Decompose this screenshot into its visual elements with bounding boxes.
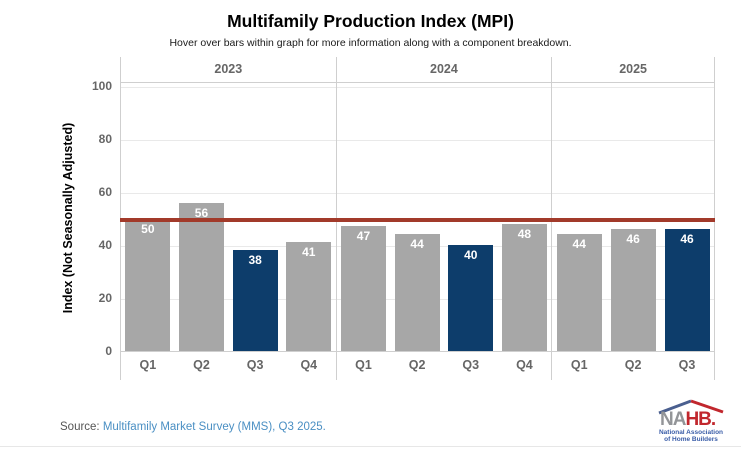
source-link[interactable]: Multifamily Market Survey (MMS), Q3 2025…: [102, 421, 326, 433]
bottom-divider: [0, 446, 741, 447]
bar-cell: 38: [228, 83, 282, 351]
year-group-2025: 2025 44 46 46 Q1 Q2 Q3: [552, 57, 714, 380]
bar-2024-Q3[interactable]: 40: [448, 245, 494, 351]
bar-2024-Q2[interactable]: 44: [394, 234, 440, 351]
bar-2023-Q1[interactable]: 50: [125, 218, 171, 351]
y-tick-40: 40: [98, 238, 112, 252]
x-tick-2023-Q2: Q2: [193, 358, 210, 372]
y-tick-0: 0: [105, 344, 112, 358]
bar-2023-Q2[interactable]: 56: [178, 202, 224, 351]
bar-cell: 48: [498, 83, 552, 351]
x-tick-2025-Q2: Q2: [624, 358, 642, 372]
bar-value-label: 48: [517, 226, 532, 241]
nahb-logo[interactable]: NAHB. National Association of Home Build…: [651, 396, 731, 443]
x-tick-2024-Q2: Q2: [408, 358, 426, 372]
bars-area-2025: 44 46 46: [552, 83, 714, 352]
y-tick-80: 80: [98, 132, 112, 147]
gridline-80: [121, 140, 714, 142]
bar-value-label: 50: [141, 221, 155, 236]
gridline-60: [121, 193, 714, 195]
source-prefix: Source:: [60, 421, 103, 433]
bar-2024-Q4[interactable]: 48: [501, 223, 547, 351]
source-line: Source: Multifamily Market Survey (MMS),…: [60, 421, 326, 433]
bar-cell: 46: [660, 83, 714, 351]
bar-value-label: 47: [356, 229, 371, 244]
bar-cell: 41: [282, 83, 336, 351]
bar-2025-Q3[interactable]: 46: [664, 229, 710, 351]
bar-cell: 44: [552, 83, 606, 351]
year-group-2024: 2024 47 44 40 48 Q1 Q2 Q3 Q4: [336, 57, 553, 380]
gridline-100: [121, 87, 714, 89]
reference-line-50: [120, 217, 715, 222]
bar-value-label: 44: [410, 237, 424, 252]
year-label-2024: 2024: [336, 57, 552, 83]
bar-2024-Q1[interactable]: 47: [340, 226, 386, 351]
bar-value-label: 44: [572, 237, 586, 252]
x-tick-2024-Q3: Q3: [462, 358, 480, 372]
bar-cell: 40: [444, 83, 498, 351]
x-tick-2024-Q4: Q4: [516, 358, 533, 372]
quarter-labels-2024: Q1 Q2 Q3 Q4: [337, 352, 552, 380]
y-tick-60: 60: [98, 185, 112, 200]
bar-2023-Q4[interactable]: 41: [286, 242, 332, 351]
x-tick-2023-Q3: Q3: [246, 358, 264, 372]
bars-area-2024: 47 44 40 48: [336, 83, 552, 352]
bar-value-label: 56: [194, 205, 209, 220]
chart-title: Multifamily Production Index (MPI): [227, 11, 514, 31]
quarter-labels-2023: Q1 Q2 Q3 Q4: [121, 352, 336, 380]
svg-text:of Home Builders: of Home Builders: [664, 436, 718, 443]
year-label-2025: 2025: [552, 57, 714, 83]
bar-value-label: 46: [680, 232, 694, 247]
year-label-2023: 2023: [121, 57, 336, 83]
x-tick-2025-Q3: Q3: [678, 358, 696, 372]
bar-value-label: 40: [464, 248, 478, 263]
bar-2025-Q1[interactable]: 44: [556, 234, 602, 351]
x-tick-2023-Q1: Q1: [139, 358, 157, 372]
bar-cell: 56: [175, 83, 229, 351]
bar-value-label: 41: [302, 245, 316, 260]
bar-2025-Q2[interactable]: 46: [610, 229, 656, 351]
x-tick-2024-Q1: Q1: [355, 358, 372, 372]
bar-2023-Q3[interactable]: 38: [232, 250, 278, 351]
bar-value-label: 38: [248, 253, 262, 268]
bar-cell: 47: [337, 83, 391, 351]
bar-cell: 44: [390, 83, 444, 351]
bar-value-label: 46: [626, 232, 640, 247]
bars-area-2023: 50 56 38 41: [121, 83, 336, 352]
y-tick-100: 100: [91, 79, 112, 94]
svg-text:NAHB.: NAHB.: [660, 409, 715, 430]
bar-cell: 50: [121, 83, 175, 351]
x-tick-2023-Q4: Q4: [300, 358, 318, 372]
quarter-labels-2025: Q1 Q2 Q3: [552, 352, 714, 380]
chart-subtitle: Hover over bars within graph for more in…: [169, 37, 572, 49]
svg-text:National Association: National Association: [659, 429, 723, 436]
x-tick-2025-Q1: Q1: [570, 358, 588, 372]
y-tick-20: 20: [98, 291, 112, 305]
bar-cell: 46: [606, 83, 660, 351]
